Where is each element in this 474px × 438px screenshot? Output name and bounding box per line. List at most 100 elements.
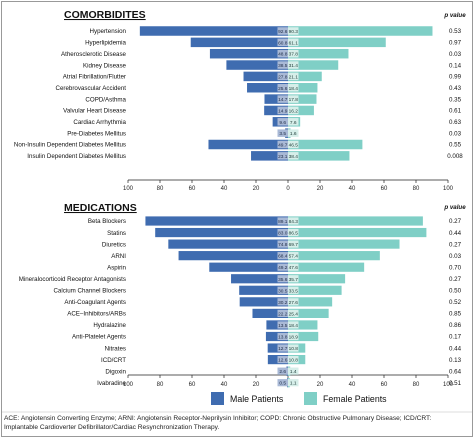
p-value: 0.03 xyxy=(449,253,462,260)
female-value-label: 16.2 xyxy=(289,108,299,114)
female-value-label: 25.4 xyxy=(289,311,299,317)
female-bar xyxy=(288,60,339,70)
p-value: 0.14 xyxy=(449,62,462,69)
x-tick-label: 100 xyxy=(123,186,134,192)
male-value-label: 13.5 xyxy=(278,323,288,329)
female-value-box xyxy=(288,228,299,237)
male-value-label: 23.1 xyxy=(278,154,288,160)
male-value-box xyxy=(277,240,288,248)
x-tick-label: 40 xyxy=(221,382,228,388)
category-label: Hypertension xyxy=(90,28,127,35)
legend-label-female: Female Patients xyxy=(323,394,387,404)
female-bar xyxy=(288,37,386,48)
female-value-box xyxy=(288,140,299,149)
female-value-label: 61.1 xyxy=(289,40,299,46)
p-value: 0.50 xyxy=(449,288,462,295)
female-value-box xyxy=(288,286,299,294)
female-value-label: 18.9 xyxy=(289,335,299,341)
male-value-box xyxy=(277,298,288,306)
female-value-label: 90.3 xyxy=(289,29,299,35)
male-value-label: 92.6 xyxy=(278,29,288,35)
x-tick-label: 60 xyxy=(189,382,196,388)
male-bar xyxy=(209,48,288,59)
male-bar xyxy=(226,60,288,70)
x-tick-label: 60 xyxy=(381,186,388,192)
category-label: ACE–Inhibitors/ARBs xyxy=(67,311,126,318)
female-bar xyxy=(288,262,365,272)
x-tick-label: 60 xyxy=(381,382,388,388)
male-bar xyxy=(243,71,288,82)
p-value: 0.97 xyxy=(449,40,462,47)
category-label: Calcium Channel Blockers xyxy=(53,288,126,295)
category-label: Non-Insulin Dependent Diabetes Mellitus xyxy=(14,142,126,149)
female-value-box xyxy=(288,27,299,35)
p-value: 0.27 xyxy=(449,218,462,225)
female-value-label: 17.8 xyxy=(289,97,299,103)
female-bar xyxy=(288,239,400,249)
male-value-label: 60.8 xyxy=(278,40,288,46)
male-value-box xyxy=(277,38,288,47)
male-value-label: 12.7 xyxy=(278,346,288,352)
female-value-label: 1.4 xyxy=(290,369,297,375)
x-tick-label: 40 xyxy=(349,186,356,192)
male-value-label: 14.9 xyxy=(278,108,288,114)
female-bar xyxy=(288,216,423,226)
female-value-box xyxy=(288,367,299,375)
category-label: Anti-Coagulant Agents xyxy=(64,299,126,306)
category-label: Nitrates xyxy=(105,345,126,352)
male-value-label: 38.5 xyxy=(278,63,288,69)
female-value-label: 27.6 xyxy=(289,300,299,306)
female-value-box xyxy=(288,275,299,283)
chart-title-2: MEDICATIONS xyxy=(64,202,137,214)
female-bar xyxy=(288,331,319,342)
male-value-label: 14.7 xyxy=(278,97,288,103)
male-value-box xyxy=(277,252,288,260)
female-value-label: 1.6 xyxy=(290,131,297,137)
legend-swatch-male xyxy=(211,392,224,405)
p-value: 0.17 xyxy=(449,334,462,341)
female-value-label: 10.8 xyxy=(289,346,299,352)
p-value: 0.43 xyxy=(449,85,462,92)
p-value: 0.13 xyxy=(449,357,462,364)
category-label: COPD/Asthma xyxy=(85,96,126,103)
male-value-box xyxy=(277,72,288,81)
female-value-box xyxy=(288,118,299,126)
male-value-label: 12.6 xyxy=(278,358,288,364)
male-value-label: 30.5 xyxy=(278,288,288,294)
male-value-box xyxy=(277,263,288,271)
female-value-label: 46.5 xyxy=(289,143,299,149)
category-label: Hydralazine xyxy=(93,322,126,329)
female-bar xyxy=(288,227,427,238)
x-tick-label: 20 xyxy=(253,382,260,388)
category-label: Cardiac Arrhythmia xyxy=(73,119,126,126)
p-value: 0.35 xyxy=(449,96,462,103)
male-bar xyxy=(155,227,288,238)
female-value-box xyxy=(288,298,299,306)
male-value-box xyxy=(277,217,288,225)
male-value-label: 3.5 xyxy=(279,131,286,137)
male-bar xyxy=(264,105,288,116)
female-value-box xyxy=(288,95,299,103)
male-value-label: 89.1 xyxy=(278,219,288,225)
male-value-label: 68.4 xyxy=(278,254,288,260)
legend-label-male: Male Patients xyxy=(230,394,284,404)
x-tick-label: 20 xyxy=(317,186,324,192)
male-value-box xyxy=(277,356,288,364)
x-tick-label: 60 xyxy=(189,186,196,192)
x-tick-label: 100 xyxy=(443,382,454,388)
female-value-box xyxy=(288,84,299,92)
female-value-box xyxy=(288,129,299,137)
male-bar xyxy=(252,308,288,318)
female-value-box xyxy=(288,49,299,58)
male-value-box xyxy=(277,344,288,352)
female-bar xyxy=(288,151,350,161)
category-label: Digoxin xyxy=(105,368,126,375)
female-value-label: 47.6 xyxy=(289,265,299,271)
pvalue-header: p value xyxy=(443,12,466,19)
male-value-box xyxy=(277,367,288,375)
p-value: 0.55 xyxy=(449,142,462,149)
male-value-box xyxy=(277,129,288,137)
male-value-label: 83.0 xyxy=(278,231,288,237)
male-value-box xyxy=(277,286,288,294)
x-tick-label: 20 xyxy=(253,186,260,192)
